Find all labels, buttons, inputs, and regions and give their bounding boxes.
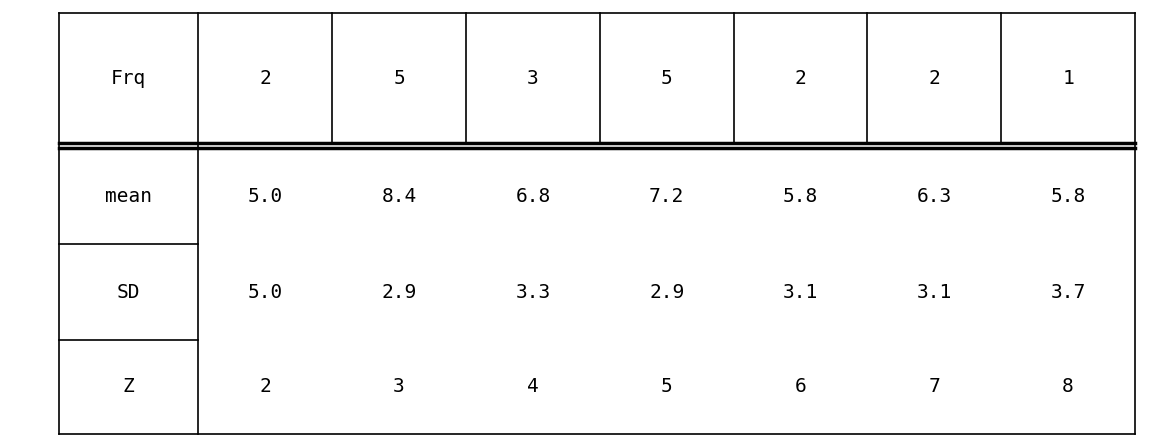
Text: Z: Z xyxy=(123,377,135,396)
Text: 5.8: 5.8 xyxy=(783,187,818,206)
Text: 1: 1 xyxy=(1062,69,1074,88)
Text: 4: 4 xyxy=(526,377,538,396)
Text: 2.9: 2.9 xyxy=(381,283,417,302)
Text: Frq: Frq xyxy=(111,69,146,88)
Text: 8: 8 xyxy=(1062,377,1074,396)
Text: 5.8: 5.8 xyxy=(1051,187,1086,206)
Text: 5: 5 xyxy=(661,377,673,396)
Text: 3.7: 3.7 xyxy=(1051,283,1086,302)
Text: 2: 2 xyxy=(794,69,806,88)
Text: mean: mean xyxy=(105,187,152,206)
Text: 7.2: 7.2 xyxy=(649,187,684,206)
Text: 7: 7 xyxy=(928,377,941,396)
Text: 5: 5 xyxy=(661,69,673,88)
Text: 8.4: 8.4 xyxy=(381,187,417,206)
Text: 2.9: 2.9 xyxy=(649,283,684,302)
Text: 3.3: 3.3 xyxy=(515,283,551,302)
Text: 5.0: 5.0 xyxy=(248,283,283,302)
Text: 5: 5 xyxy=(393,69,405,88)
Text: 2: 2 xyxy=(928,69,941,88)
Text: 3.1: 3.1 xyxy=(916,283,952,302)
Text: 3.1: 3.1 xyxy=(783,283,818,302)
Text: 2: 2 xyxy=(260,377,271,396)
Text: 6: 6 xyxy=(794,377,806,396)
Text: 6.8: 6.8 xyxy=(515,187,551,206)
Text: 6.3: 6.3 xyxy=(916,187,952,206)
Text: SD: SD xyxy=(117,283,140,302)
Text: 2: 2 xyxy=(260,69,271,88)
Text: 3: 3 xyxy=(526,69,538,88)
Text: 5.0: 5.0 xyxy=(248,187,283,206)
Text: 3: 3 xyxy=(393,377,405,396)
